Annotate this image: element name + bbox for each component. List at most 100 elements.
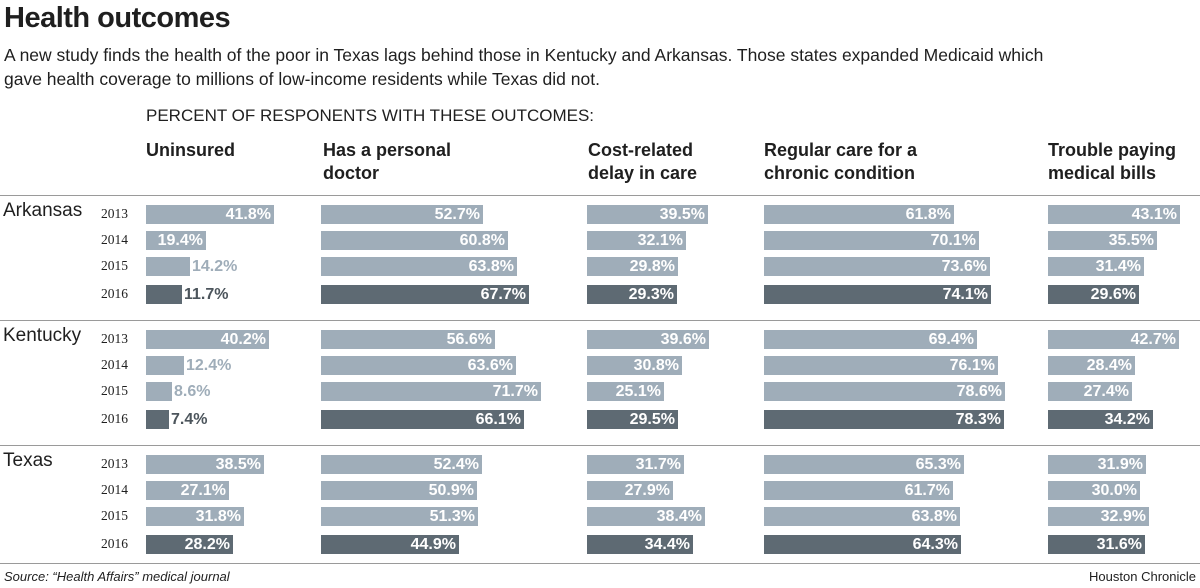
bar-kentucky-2013-trouble-paying-medical-bills: 42.7% xyxy=(1048,330,1179,349)
state-label-texas: Texas xyxy=(3,450,53,471)
data-label: 39.5% xyxy=(659,206,705,223)
bar-arkansas-2015-regular-care-for-a-chronic-condition: 73.6% xyxy=(764,257,990,276)
bar-kentucky-2016-uninsured: 7.4% xyxy=(146,410,207,429)
bar-texas-2014-uninsured: 27.1% xyxy=(146,481,229,500)
bar-texas-2015-regular-care-for-a-chronic-condition: 63.8% xyxy=(764,507,960,526)
bar-arkansas-2013-trouble-paying-medical-bills: 43.1% xyxy=(1048,205,1180,224)
bar-arkansas-2013-uninsured: 41.8% xyxy=(146,205,274,224)
bar-arkansas-2015-has-a-personal-doctor: 63.8% xyxy=(321,257,517,276)
data-label: 31.6% xyxy=(1096,536,1142,553)
column-header-uninsured: Uninsured xyxy=(146,140,236,160)
data-label: 32.1% xyxy=(637,232,683,249)
data-label: 40.2% xyxy=(220,331,266,348)
bar-kentucky-2015-has-a-personal-doctor: 71.7% xyxy=(321,382,541,401)
data-label: 41.8% xyxy=(225,206,271,223)
bar-kentucky-2015-cost-related-delay-in-care: 25.1% xyxy=(587,382,664,401)
bar-kentucky-2013-regular-care-for-a-chronic-condition: 69.4% xyxy=(764,330,977,349)
data-label: 69.4% xyxy=(928,331,974,348)
bar-texas-2015-has-a-personal-doctor: 51.3% xyxy=(321,507,478,526)
data-label: 31.9% xyxy=(1097,456,1143,473)
bar-kentucky-2013-has-a-personal-doctor: 56.6% xyxy=(321,330,495,349)
state-label-kentucky: Kentucky xyxy=(3,325,82,346)
year-label: 2014 xyxy=(101,232,128,247)
data-label: 64.3% xyxy=(912,536,958,553)
data-label: 14.2% xyxy=(192,258,238,275)
bar-kentucky-2014-uninsured: 12.4% xyxy=(146,356,231,375)
data-label: 63.6% xyxy=(467,357,513,374)
data-label: 61.7% xyxy=(904,482,950,499)
bar-kentucky-2014-cost-related-delay-in-care: 30.8% xyxy=(587,356,682,375)
bar-kentucky-2016-has-a-personal-doctor: 66.1% xyxy=(321,410,524,429)
data-label: 44.9% xyxy=(410,536,456,553)
data-label: 60.8% xyxy=(459,232,505,249)
section-label: PERCENT OF RESPONENTS WITH THESE OUTCOME… xyxy=(146,106,595,125)
data-label: 63.8% xyxy=(911,508,957,525)
bar-kentucky-2014-trouble-paying-medical-bills: 28.4% xyxy=(1048,356,1135,375)
bar-arkansas-2013-cost-related-delay-in-care: 39.5% xyxy=(587,205,708,224)
divider-rule xyxy=(0,445,1200,446)
bar-texas-2014-trouble-paying-medical-bills: 30.0% xyxy=(1048,481,1140,500)
bar-texas-2016-uninsured: 28.2% xyxy=(146,535,233,554)
year-label: 2013 xyxy=(101,331,128,346)
data-label: 38.5% xyxy=(215,456,261,473)
year-label: 2013 xyxy=(101,456,128,471)
data-label: 38.4% xyxy=(656,508,702,525)
data-label: 63.8% xyxy=(468,258,514,275)
bar-arkansas-2014-trouble-paying-medical-bills: 35.5% xyxy=(1048,231,1157,250)
bar-arkansas-2015-trouble-paying-medical-bills: 31.4% xyxy=(1048,257,1144,276)
bar-texas-2013-regular-care-for-a-chronic-condition: 65.3% xyxy=(764,455,964,474)
column-header-personal-doctor: Has a personal doctor xyxy=(323,140,452,183)
data-label: 76.1% xyxy=(949,357,995,374)
data-label: 11.7% xyxy=(184,286,229,303)
data-label: 31.7% xyxy=(635,456,681,473)
data-label: 27.9% xyxy=(624,482,670,499)
headline: Health outcomes xyxy=(4,2,231,34)
year-label: 2015 xyxy=(101,383,128,398)
bar-arkansas-2016-regular-care-for-a-chronic-condition: 74.1% xyxy=(764,285,991,304)
bar-arkansas-2016-cost-related-delay-in-care: 29.3% xyxy=(587,285,677,304)
data-label: 35.5% xyxy=(1108,232,1154,249)
data-label: 27.1% xyxy=(180,482,226,499)
bar-kentucky-2016-trouble-paying-medical-bills: 34.2% xyxy=(1048,410,1153,429)
bar-texas-2014-cost-related-delay-in-care: 27.9% xyxy=(587,481,673,500)
data-label: 50.9% xyxy=(428,482,474,499)
bar-arkansas-2014-regular-care-for-a-chronic-condition: 70.1% xyxy=(764,231,979,250)
column-header-medical-bills: Trouble paying medical bills xyxy=(1048,140,1177,183)
bar-texas-2015-uninsured: 31.8% xyxy=(146,507,244,526)
year-label: 2016 xyxy=(101,536,128,551)
bar-texas-2016-has-a-personal-doctor: 44.9% xyxy=(321,535,459,554)
bar-kentucky-2015-trouble-paying-medical-bills: 27.4% xyxy=(1048,382,1132,401)
bar-arkansas-2015-cost-related-delay-in-care: 29.8% xyxy=(587,257,678,276)
year-label: 2014 xyxy=(101,357,128,372)
data-label: 29.5% xyxy=(629,411,675,428)
year-label: 2014 xyxy=(101,482,128,497)
data-label: 51.3% xyxy=(429,508,475,525)
bar-texas-2016-trouble-paying-medical-bills: 31.6% xyxy=(1048,535,1145,554)
bar-texas-2013-trouble-paying-medical-bills: 31.9% xyxy=(1048,455,1146,474)
year-label: 2013 xyxy=(101,206,128,221)
data-label: 28.4% xyxy=(1086,357,1132,374)
state-label-arkansas: Arkansas xyxy=(3,200,83,221)
bar-kentucky-2015-regular-care-for-a-chronic-condition: 78.6% xyxy=(764,382,1005,401)
bar-kentucky-2013-cost-related-delay-in-care: 39.6% xyxy=(587,330,709,349)
bar-arkansas-2014-has-a-personal-doctor: 60.8% xyxy=(321,231,508,250)
data-label: 28.2% xyxy=(184,536,230,553)
data-label: 27.4% xyxy=(1083,383,1129,400)
data-label: 78.3% xyxy=(955,411,1001,428)
data-label: 29.8% xyxy=(629,258,675,275)
bar-texas-2013-cost-related-delay-in-care: 31.7% xyxy=(587,455,684,474)
data-label: 52.7% xyxy=(434,206,480,223)
bar-kentucky-2014-has-a-personal-doctor: 63.6% xyxy=(321,356,516,375)
bar-arkansas-2016-trouble-paying-medical-bills: 29.6% xyxy=(1048,285,1139,304)
bar-arkansas-2016-has-a-personal-doctor: 67.7% xyxy=(321,285,529,304)
data-label: 43.1% xyxy=(1131,206,1177,223)
data-label: 67.7% xyxy=(480,286,526,303)
bar-kentucky-2014-regular-care-for-a-chronic-condition: 76.1% xyxy=(764,356,998,375)
data-label: 29.3% xyxy=(628,286,674,303)
divider-rule xyxy=(0,195,1200,196)
divider-rule xyxy=(0,320,1200,321)
column-header-chronic-care: Regular care for a chronic condition xyxy=(764,140,918,183)
data-label: 71.7% xyxy=(492,383,538,400)
bar-kentucky-2015-uninsured: 8.6% xyxy=(146,382,210,401)
bar-arkansas-2014-cost-related-delay-in-care: 32.1% xyxy=(587,231,686,250)
